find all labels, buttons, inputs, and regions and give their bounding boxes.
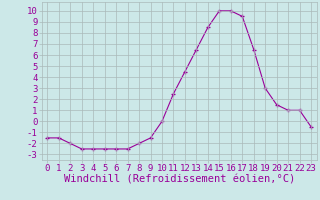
X-axis label: Windchill (Refroidissement éolien,°C): Windchill (Refroidissement éolien,°C) [64,175,295,185]
